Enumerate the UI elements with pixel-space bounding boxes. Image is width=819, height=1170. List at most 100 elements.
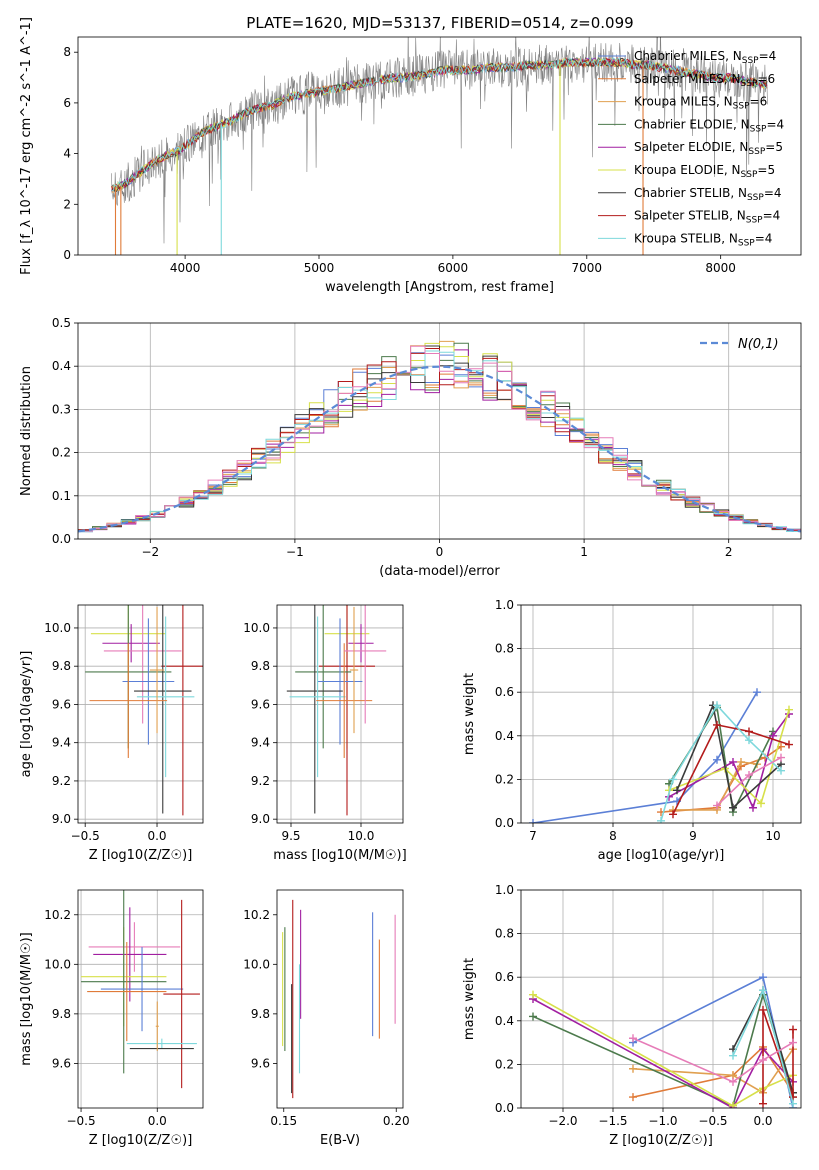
y-axis-label: Normed distribution — [19, 366, 34, 496]
y-tick-label: 10.0 — [44, 621, 71, 635]
plot-area-mass_vs_ebv — [282, 899, 396, 1099]
x-tick-label: −2 — [141, 545, 159, 559]
error-bar-point — [316, 643, 373, 758]
weight-marker — [753, 688, 761, 697]
error-bar-point — [88, 922, 181, 972]
y-tick-label: 1.0 — [495, 598, 514, 612]
error-bar-point — [81, 890, 167, 1074]
weight-marker — [657, 816, 665, 823]
y-tick-label: 0.6 — [495, 970, 514, 984]
error-bar-point — [348, 624, 374, 663]
weight-marker — [789, 1099, 797, 1108]
x-tick-label: 10 — [765, 829, 780, 843]
weight-marker — [745, 771, 753, 780]
error-bar-point — [87, 942, 167, 1042]
y-tick-label: 0 — [63, 248, 71, 262]
axes-mass_vs_Z: −0.5 0.0 9.6 9.8 10.0 10.2 Z [log10(Z/Z☉)] mass… — [19, 889, 204, 1148]
plot-area-age_vs_mass — [286, 605, 387, 816]
weight-marker — [749, 803, 757, 812]
x-tick-label: −1 — [286, 545, 304, 559]
weight-marker — [673, 786, 681, 795]
y-tick-label: 9.4 — [52, 736, 71, 750]
error-bar-point — [344, 605, 387, 724]
y-tick-label: 2 — [63, 197, 71, 211]
x-tick-label: 0.15 — [270, 1114, 297, 1128]
weight-marker — [759, 973, 767, 982]
weight-marker — [759, 986, 767, 995]
y-tick-label: 9.8 — [251, 1007, 270, 1021]
y-tick-label: 0.4 — [495, 729, 514, 743]
x-tick-label: 7 — [529, 829, 537, 843]
weight-marker — [529, 819, 537, 823]
y-tick-label: 0.2 — [52, 446, 71, 460]
weight-marker — [757, 799, 765, 808]
y-tick-label: 9.2 — [251, 774, 270, 788]
y-tick-label: 1.0 — [495, 883, 514, 897]
weight-marker — [777, 753, 785, 762]
x-axis-label: wavelength [Angstrom, rest frame] — [325, 280, 554, 295]
y-tick-label: 10.0 — [243, 957, 270, 971]
error-bar-point — [349, 606, 359, 734]
weight-marker — [629, 1034, 637, 1043]
x-tick-label: −1.0 — [648, 1114, 677, 1128]
y-tick-label: 0.2 — [495, 772, 514, 786]
y-tick-label: 0.6 — [495, 685, 514, 699]
x-tick-label: 0.0 — [148, 1114, 167, 1128]
x-tick-label: 2 — [725, 545, 733, 559]
gaussian-curve — [78, 365, 801, 533]
error-bar-point — [295, 605, 352, 749]
weight-marker — [669, 775, 677, 784]
error-bar-point — [122, 618, 175, 745]
axes-age_vs_Z: −0.5 0.0 9.0 9.2 9.4 9.6 9.8 10.0 Z [log10(Z/Z☉)… — [19, 604, 204, 863]
weight-line — [632, 1037, 794, 1083]
weight-marker — [729, 803, 737, 812]
error-bar-point — [134, 605, 192, 814]
error-bar-point — [319, 605, 375, 816]
weight-marker — [713, 801, 721, 810]
error-bar-point — [163, 899, 200, 1089]
axes-residuals: −2 −1 0 1 2 0.0 0.1 0.2 0.3 0.4 0.5 (data-model)/er… — [19, 316, 802, 579]
x-axis-label: Z [log10(Z/Z☉)] — [609, 1133, 713, 1148]
weight-marker — [729, 1051, 737, 1060]
y-tick-label: 4 — [63, 147, 71, 161]
error-bar-point — [136, 616, 195, 778]
x-tick-label: 4000 — [170, 261, 201, 275]
y-tick-label: 10.0 — [243, 621, 270, 635]
weight-marker — [785, 705, 793, 714]
x-tick-label: 8 — [609, 829, 617, 843]
axes-mass_vs_ebv: 0.15 0.20 9.6 9.8 10.0 10.2 E(B-V) — [243, 889, 410, 1148]
axes-frame — [520, 889, 802, 1109]
x-axis-label: mass [log10(M/M☉)] — [273, 848, 406, 863]
weight-marker — [785, 740, 793, 749]
y-tick-label: 0.3 — [52, 402, 71, 416]
error-bar-point — [103, 605, 182, 724]
y-tick-label: 0.5 — [52, 316, 71, 330]
error-bar-point — [89, 643, 168, 758]
y-tick-label: 0.4 — [495, 1014, 514, 1028]
y-tick-label: 0.0 — [495, 1101, 514, 1115]
x-tick-label: −0.5 — [66, 1114, 95, 1128]
y-tick-label: 6 — [63, 96, 71, 110]
error-bar-point — [126, 1038, 197, 1049]
y-tick-label: 0.8 — [495, 642, 514, 656]
weight-marker — [789, 1038, 797, 1047]
weight-marker — [713, 720, 721, 729]
y-tick-label: 0.0 — [52, 532, 71, 546]
y-tick-label: 9.6 — [251, 697, 270, 711]
plot-area-weight_vs_age — [529, 688, 793, 823]
x-tick-label: 5000 — [304, 261, 335, 275]
axes-frame — [77, 889, 204, 1109]
x-tick-label: 0.20 — [383, 1114, 410, 1128]
axes-frame — [276, 604, 404, 824]
error-bar-point — [289, 616, 346, 778]
legend: Chabrier MILES, NSSP=4 Salpeter MILES, NS… — [598, 49, 784, 248]
y-tick-label: 10.2 — [44, 908, 71, 922]
y-tick-label: 9.4 — [251, 736, 270, 750]
weight-line — [532, 998, 794, 1108]
axes-spectrum: 4000 5000 6000 7000 8000 0 2 4 6 8 wavelength [Ang… — [19, 17, 802, 295]
x-tick-label: 9.5 — [281, 829, 300, 843]
legend-entry: Kroupa MILES, NSSP=6 — [634, 95, 767, 112]
error-bar-point — [149, 606, 165, 734]
weight-marker — [629, 1064, 637, 1073]
